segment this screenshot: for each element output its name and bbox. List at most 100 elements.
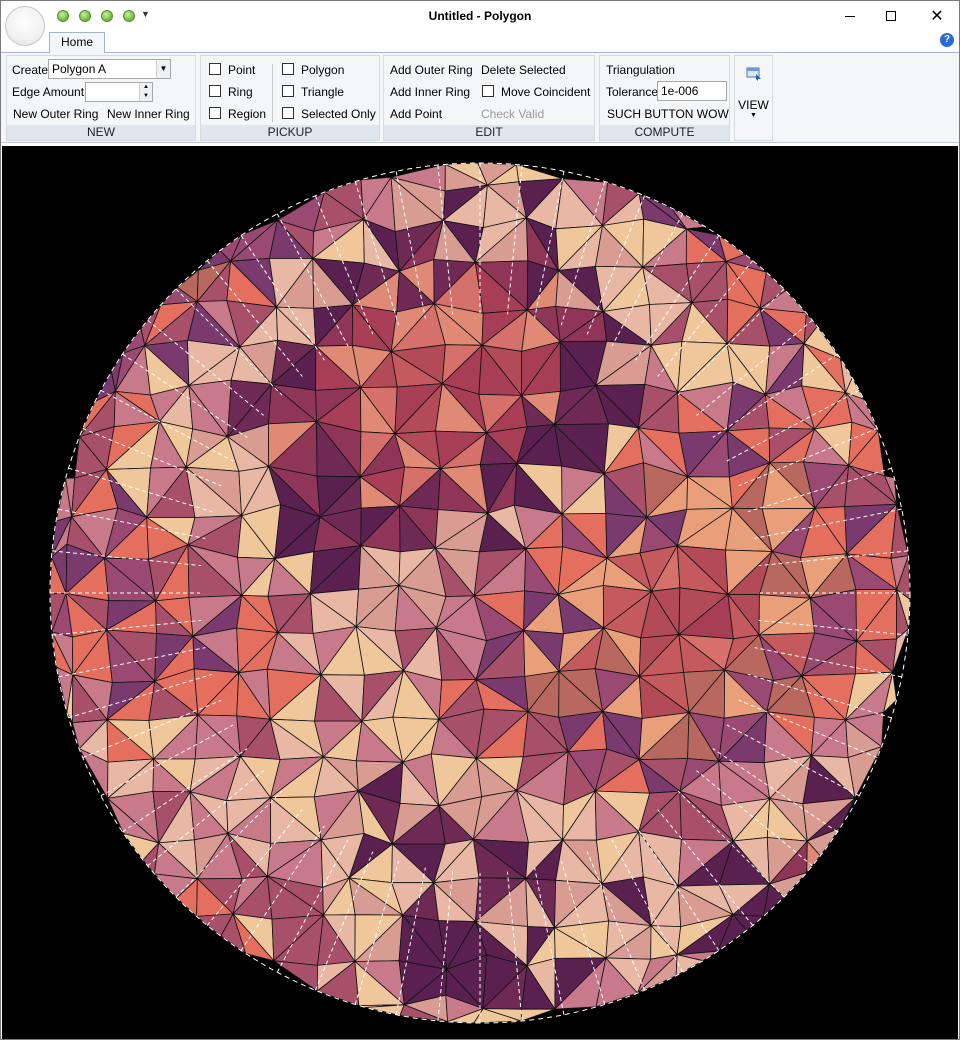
chevron-down-icon: ▼ <box>750 112 757 119</box>
spin-up-icon[interactable]: ▲ <box>140 83 152 92</box>
point-checkbox[interactable] <box>209 63 221 75</box>
mesh-edge <box>506 871 523 1021</box>
region-label: Region <box>228 107 267 121</box>
add-outer-ring-button[interactable]: Add Outer Ring <box>390 63 473 77</box>
quick-access-button[interactable] <box>123 10 135 22</box>
mesh-edge-overlay <box>50 163 910 1023</box>
mesh-edge <box>534 867 565 1015</box>
region-checkbox[interactable] <box>209 107 221 119</box>
mesh-edge <box>122 353 248 438</box>
triangle-checkbox[interactable] <box>282 85 294 97</box>
chevron-down-icon[interactable]: ▼ <box>156 60 170 78</box>
mesh-triangle[interactable] <box>520 1008 556 1022</box>
mesh-triangle[interactable] <box>806 840 821 874</box>
group-separator <box>272 64 273 122</box>
quick-access-button[interactable] <box>57 10 69 22</box>
window-title: Untitled - Polygon <box>428 9 532 23</box>
group-label-new: NEW <box>7 125 195 140</box>
view-icon <box>746 67 761 81</box>
mesh-edge <box>712 748 838 833</box>
mesh-triangle[interactable] <box>892 627 910 673</box>
ring-label: Ring <box>228 85 253 99</box>
group-edit: Add Outer Ring Add Inner Ring Add Point … <box>383 55 595 141</box>
mesh-edge <box>395 867 426 1015</box>
mesh-triangle[interactable] <box>273 960 318 992</box>
polygon-checkbox[interactable] <box>282 63 294 75</box>
ribbon: Create Polygon A ▼ Edge Amount ▲ ▼ New Ou… <box>1 52 959 143</box>
minimize-icon <box>845 15 855 17</box>
group-new: Create Polygon A ▼ Edge Amount ▲ ▼ New Ou… <box>6 55 196 141</box>
mesh-edge <box>534 171 565 319</box>
maximize-button[interactable] <box>868 1 914 31</box>
mesh-triangle[interactable] <box>883 475 898 505</box>
mesh-triangle[interactable] <box>399 1004 448 1023</box>
view-dropdown-button[interactable]: VIEW ▼ <box>734 55 773 141</box>
edge-amount-label: Edge Amount <box>12 85 85 99</box>
mesh-edge <box>635 235 720 361</box>
mesh-triangle[interactable] <box>847 746 883 800</box>
spin-down-icon[interactable]: ▼ <box>140 92 152 101</box>
group-pickup: Point Ring Region Polygon Triangle Selec… <box>200 55 380 141</box>
help-icon[interactable]: ? <box>940 33 954 47</box>
mesh-triangle[interactable] <box>595 957 639 1008</box>
mesh-edge <box>240 825 325 951</box>
tolerance-input[interactable]: 1e-006 <box>657 81 727 101</box>
tolerance-value: 1e-006 <box>661 84 699 98</box>
minimize-button[interactable] <box>827 1 873 31</box>
mesh-edge <box>437 871 454 1021</box>
mesh-edge <box>635 825 720 951</box>
mesh-edge <box>437 165 454 315</box>
add-point-button[interactable]: Add Point <box>390 107 443 121</box>
ring-checkbox[interactable] <box>209 85 221 97</box>
title-bar: ▼ Untitled - Polygon ✕ <box>1 1 959 31</box>
mesh-triangle[interactable] <box>675 954 704 977</box>
such-button-wow[interactable]: SUCH BUTTON WOW <box>607 107 729 121</box>
triangle-label: Triangle <box>301 85 344 99</box>
mesh-edge <box>395 171 426 319</box>
application-menu-button[interactable] <box>5 6 45 46</box>
mesh-edge <box>122 748 248 833</box>
mesh-edge <box>712 353 838 438</box>
quick-access-dropdown-icon[interactable]: ▼ <box>141 9 150 19</box>
close-button[interactable]: ✕ <box>930 8 944 25</box>
move-coincident-checkbox[interactable] <box>482 85 494 97</box>
triangulated-polygon-mesh[interactable] <box>2 146 958 1039</box>
tab-home[interactable]: Home <box>49 32 105 53</box>
new-inner-ring-button[interactable]: New Inner Ring <box>107 107 190 121</box>
group-compute: Triangulation Tolerance 1e-006 SUCH BUTT… <box>599 55 730 141</box>
selected-only-checkbox[interactable] <box>282 107 294 119</box>
check-valid-button[interactable]: Check Valid <box>481 107 545 121</box>
add-inner-ring-button[interactable]: Add Inner Ring <box>390 85 471 99</box>
mesh-edge <box>58 508 206 539</box>
edge-amount-spinner[interactable]: ▲ ▼ <box>85 82 153 102</box>
mesh-edge <box>52 619 202 636</box>
tolerance-label: Tolerance <box>606 85 659 99</box>
mesh-edge <box>754 508 902 539</box>
quick-access-button[interactable] <box>79 10 91 22</box>
quick-access-button[interactable] <box>101 10 113 22</box>
triangulation-button[interactable]: Triangulation <box>606 63 675 77</box>
outer-ring-boundary[interactable] <box>49 162 911 1024</box>
mesh-triangles <box>49 162 911 1024</box>
create-combobox[interactable]: Polygon A ▼ <box>48 59 171 79</box>
polygon-canvas[interactable] <box>2 146 958 1039</box>
ribbon-tab-row: Home ? <box>1 31 959 53</box>
mesh-triangle[interactable] <box>473 1008 522 1024</box>
mesh-edge <box>758 619 908 636</box>
view-label: VIEW <box>738 98 769 112</box>
spinner-buttons[interactable]: ▲ ▼ <box>139 83 152 101</box>
mesh-triangle[interactable] <box>232 913 275 962</box>
polygon-label: Polygon <box>301 63 345 77</box>
mesh-edge <box>52 550 202 567</box>
create-label: Create <box>12 63 49 77</box>
point-label: Point <box>228 63 256 77</box>
mesh-edge <box>758 550 908 567</box>
new-outer-ring-button[interactable]: New Outer Ring <box>13 107 99 121</box>
group-label-pickup: PICKUP <box>201 125 379 140</box>
mesh-triangle[interactable] <box>882 672 897 714</box>
delete-selected-button[interactable]: Delete Selected <box>481 63 566 77</box>
maximize-icon <box>886 11 896 21</box>
group-label-edit: EDIT <box>384 125 594 140</box>
selected-only-label: Selected Only <box>301 107 376 121</box>
